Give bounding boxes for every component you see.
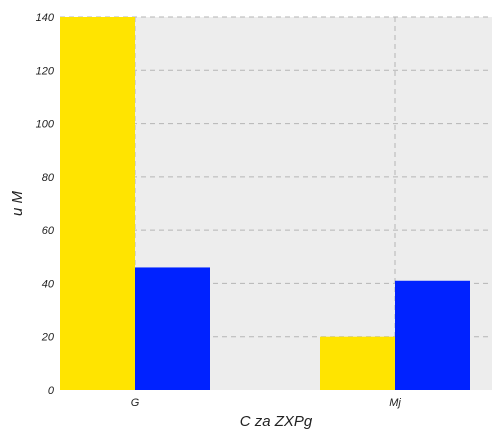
- bars: [60, 17, 470, 390]
- x-tick-label: G: [131, 397, 140, 409]
- y-tick-label: 40: [42, 278, 55, 290]
- y-tick-label: 0: [48, 385, 55, 397]
- x-tick-label: Mj: [389, 397, 401, 409]
- y-axis-ticks: 0 20 40 60 80 100 120 140: [36, 12, 55, 397]
- y-tick-label: 100: [36, 119, 55, 131]
- bar-series-1-g: [60, 17, 135, 390]
- bar-series-2-g: [135, 267, 210, 390]
- y-tick-label: 20: [41, 332, 55, 344]
- y-tick-label: 140: [36, 12, 55, 24]
- y-tick-label: 80: [42, 172, 55, 184]
- y-tick-label: 120: [36, 65, 55, 77]
- x-axis-label: C za ZXPg: [240, 413, 313, 430]
- y-tick-label: 60: [42, 225, 55, 237]
- bar-series-2-mj: [395, 280, 470, 390]
- y-axis-label: u M: [9, 190, 26, 216]
- x-axis-ticks: G Mj: [131, 397, 402, 409]
- bar-series-1-mj: [320, 336, 395, 390]
